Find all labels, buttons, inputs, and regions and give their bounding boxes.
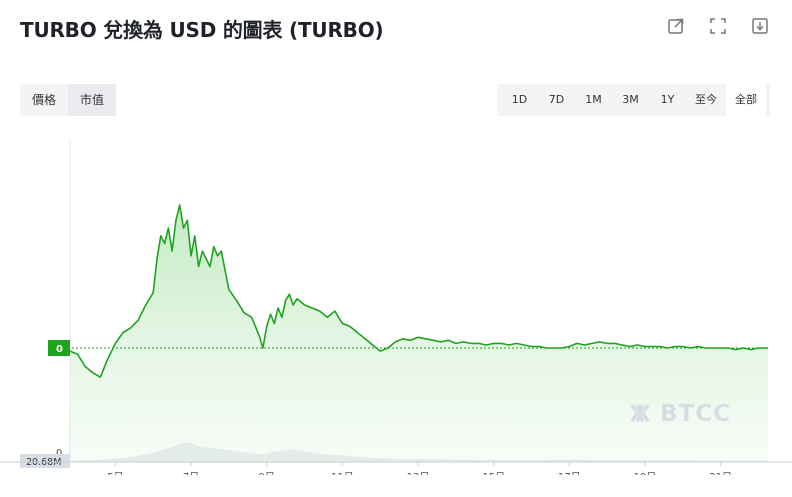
range-ytd[interactable]: 至今 <box>695 93 717 106</box>
fullscreen-icon[interactable] <box>708 16 728 36</box>
volume-badge <box>20 454 70 468</box>
current-value-badge <box>48 340 70 357</box>
x-tick-label: 17日 <box>558 472 581 475</box>
range-1d[interactable]: 1D <box>511 93 528 106</box>
x-axis-ticks: 5日 7日 9日 11日 13日 15日 17日 19日 21日 <box>107 462 732 475</box>
share-icon[interactable] <box>666 16 686 36</box>
chart-toolbar <box>666 16 770 36</box>
range-all[interactable]: 全部 <box>726 84 766 116</box>
download-icon[interactable] <box>750 16 770 36</box>
tab-price[interactable]: 價格 <box>32 93 57 107</box>
x-tick-label: 7日 <box>183 472 199 475</box>
metric-toggle: 價格 市值 <box>20 84 117 116</box>
current-value-label: 0 <box>56 344 63 355</box>
range-7d[interactable]: 7D <box>548 93 565 106</box>
watermark-text: BTCC <box>660 401 731 427</box>
range-1m[interactable]: 1M <box>585 93 602 106</box>
y-axis-label: 0 <box>56 448 62 459</box>
tab-market-cap[interactable]: 市值 <box>68 84 117 116</box>
x-tick-label: 5日 <box>107 472 123 475</box>
range-3m[interactable]: 3M <box>622 93 639 106</box>
x-tick-label: 19日 <box>634 472 657 475</box>
x-tick-label: 9日 <box>259 472 275 475</box>
x-tick-label: 11日 <box>331 472 354 475</box>
btcc-logo-icon <box>630 404 650 422</box>
x-tick-label: 13日 <box>407 472 430 475</box>
market-cap-line <box>69 204 768 378</box>
x-tick-label: 15日 <box>482 472 505 475</box>
market-cap-chart[interactable]: 0 0 20.68M BTCC 5日7日9日11日13日15日17日19日21日 <box>0 130 792 475</box>
x-tick-label: 21日 <box>709 472 732 475</box>
range-toggle: 1D 7D 1M 3M 1Y 至今 全部 <box>497 84 770 116</box>
range-1y[interactable]: 1Y <box>660 93 675 106</box>
market-cap-area <box>70 205 768 462</box>
page-title: TURBO 兌換為 USD 的圖表 (TURBO) <box>20 18 384 42</box>
btcc-watermark: BTCC <box>630 401 731 427</box>
